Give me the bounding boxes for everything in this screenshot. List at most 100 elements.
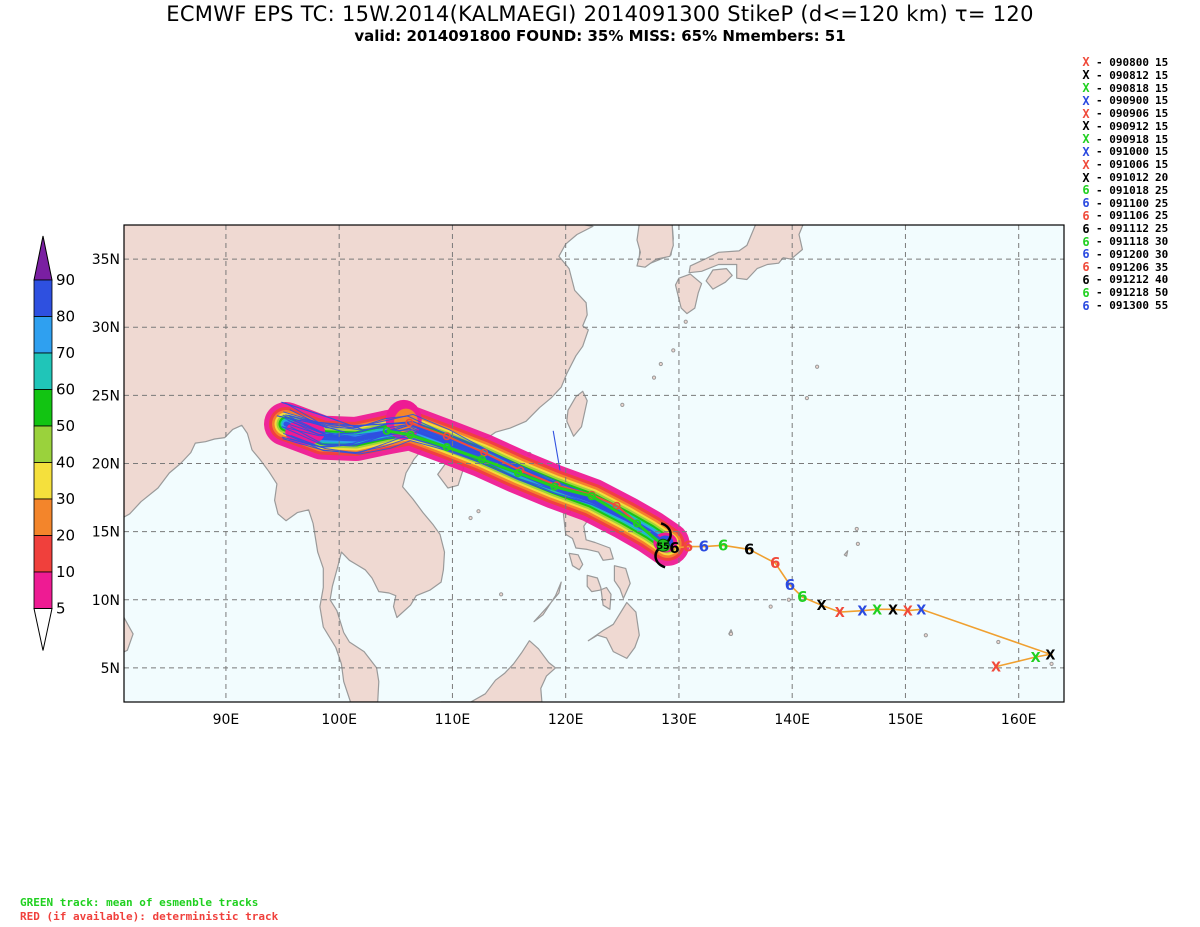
storm-marker-six: 6 — [785, 576, 795, 594]
storm-marker-six-icon: 6 — [1082, 208, 1090, 223]
initial-time-legend: X - 090800 15 X - 090812 15 X - 090818 15 X - 0909… — [1080, 55, 1198, 313]
storm-marker-x: X — [857, 605, 867, 620]
colorbar-label: 40 — [56, 454, 75, 472]
member-track-outlier — [281, 401, 362, 430]
legend-date: - 090912 — [1096, 119, 1149, 133]
legend-item: X - 091012 20 — [1080, 170, 1198, 185]
storm-marker-six: 6 — [770, 554, 780, 572]
islet — [923, 633, 928, 638]
land-mindanao — [587, 601, 640, 660]
legend-item: X - 090800 15 — [1080, 55, 1198, 69]
legend-date: - 090812 — [1096, 68, 1149, 82]
legend-item: 6 - 091300 55 — [1080, 298, 1198, 313]
colorbar-label: 70 — [56, 344, 75, 362]
lon-tick-label: 130E — [661, 712, 697, 728]
legend-count: 50 — [1154, 286, 1169, 300]
typhoon-symbol-center — [656, 538, 670, 552]
center-probability-label: 55 — [657, 542, 670, 552]
islet — [671, 348, 676, 353]
lon-tick-label: 140E — [774, 712, 810, 728]
legend-date: - 090900 — [1096, 94, 1149, 108]
storm-marker-x-icon: X — [1082, 157, 1090, 172]
mean-track-point — [550, 482, 559, 491]
lon-tick-label: 160E — [1001, 712, 1037, 728]
colorbar-bottom-triangle — [33, 608, 53, 651]
mean-track-point — [477, 455, 486, 464]
deterministic-track-point — [405, 418, 414, 427]
islet — [855, 541, 860, 547]
land-palawan — [533, 581, 562, 623]
land-japan-shikoku — [705, 268, 733, 290]
colorbar-box — [33, 571, 53, 609]
islet — [996, 639, 1001, 645]
storm-marker-x-icon: X — [1082, 106, 1090, 121]
mean-track-point — [587, 492, 596, 501]
legend-date: - 091006 — [1096, 158, 1149, 172]
storm-marker-x: X — [1045, 648, 1055, 663]
legend-date: - 091218 — [1096, 286, 1149, 300]
legend-date: - 091106 — [1096, 209, 1149, 223]
legend-count: 20 — [1154, 171, 1169, 185]
colorbar-box — [33, 462, 53, 500]
islet — [1049, 661, 1054, 666]
colorbar-box — [33, 535, 53, 573]
legend-date: - 091012 — [1096, 171, 1149, 185]
storm-marker-six-icon: 6 — [1082, 183, 1090, 198]
colorbar-box — [33, 498, 53, 536]
islet — [499, 592, 504, 597]
lon-tick-label: 110E — [435, 712, 471, 728]
member-track-outlier — [276, 415, 345, 433]
land-sri-lanka — [124, 616, 134, 653]
lat-tick-label: 15N — [92, 525, 120, 541]
colorbar-box — [33, 425, 53, 463]
mean-and-deterministic-tracks — [382, 418, 668, 550]
deterministic-track-point — [442, 432, 451, 441]
legend-item: X - 090818 15 — [1080, 81, 1198, 95]
legend-count: 25 — [1154, 183, 1169, 197]
islet — [786, 597, 791, 602]
lat-tick-label: 5N — [101, 661, 120, 677]
legend-item: 6 - 091118 30 — [1080, 235, 1198, 249]
legend-date: - 090906 — [1096, 107, 1149, 121]
land-samar-leyte — [613, 565, 631, 600]
islet — [815, 364, 820, 369]
legend-item: X - 091000 15 — [1080, 145, 1198, 159]
legend-count: 15 — [1154, 94, 1169, 108]
mean-track-point — [382, 426, 391, 435]
legend-date: - 091112 — [1096, 222, 1149, 236]
longitude-labels: 90E 100E 110E 120E 130E 140E 150E 160E — [213, 712, 1037, 728]
colorbar-label: 30 — [56, 490, 75, 508]
storm-marker-x-icon: X — [1082, 119, 1090, 134]
deterministic-track-line — [409, 421, 664, 547]
colorbar-top-triangle — [33, 235, 53, 281]
legend-count: 15 — [1154, 81, 1169, 95]
legend-item: 6 - 091218 50 — [1080, 286, 1198, 300]
storm-marker-six-icon: 6 — [1082, 260, 1090, 275]
storm-marker-six: 6 — [718, 536, 728, 554]
land-borneo — [440, 640, 557, 702]
storm-marker-x: X — [903, 605, 913, 620]
legend-item: 6 - 091106 25 — [1080, 208, 1198, 223]
legend-count: 40 — [1154, 273, 1169, 287]
chart-subtitle: valid: 2014091800 FOUND: 35% MISS: 65% N… — [354, 27, 846, 45]
colorbar-label: 5 — [56, 600, 66, 618]
lat-tick-label: 20N — [92, 457, 120, 473]
islet — [658, 361, 663, 367]
islet — [468, 515, 473, 521]
storm-marker-x: X — [916, 603, 926, 618]
footnote-red: RED (if available): deterministic track — [20, 910, 279, 923]
legend-count: 15 — [1154, 158, 1169, 172]
storm-marker-x-icon: X — [1082, 170, 1090, 185]
storm-marker-six-icon: 6 — [1082, 272, 1090, 287]
deterministic-track-point — [480, 448, 489, 457]
storm-marker-six-icon: 6 — [1082, 298, 1090, 313]
legend-item: X - 090918 15 — [1080, 132, 1198, 146]
colorbar-label: 80 — [56, 308, 75, 326]
legend-count: 35 — [1154, 260, 1169, 274]
storm-marker-x: X — [817, 599, 827, 614]
legend-item: 6 - 091212 40 — [1080, 272, 1198, 287]
lon-tick-label: 100E — [321, 712, 357, 728]
storm-marker-six: 6 — [683, 538, 693, 556]
colorbar-box — [33, 316, 53, 354]
legend-date: - 091000 — [1096, 145, 1149, 159]
